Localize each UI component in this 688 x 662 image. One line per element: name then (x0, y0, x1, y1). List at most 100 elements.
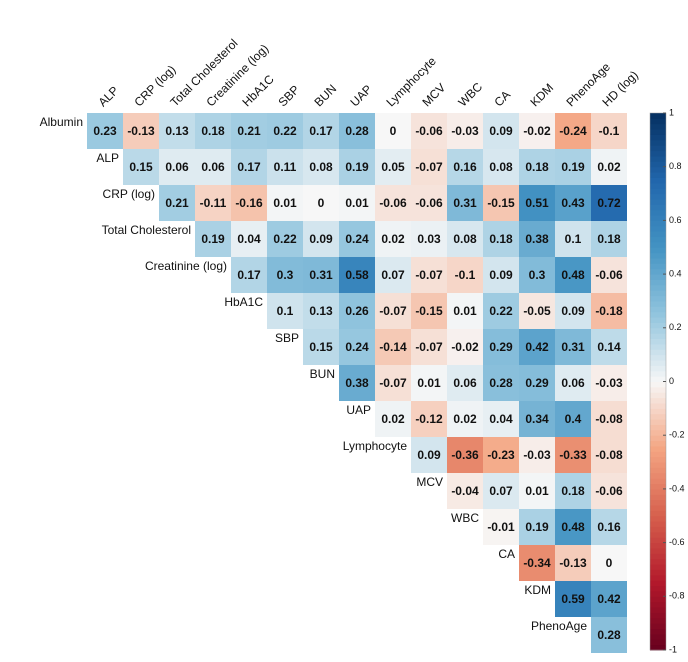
cell (483, 437, 519, 473)
cell-value: 0.01 (453, 304, 477, 318)
colorbar-segment (650, 279, 666, 286)
cell (555, 185, 591, 221)
cell-value: 0.17 (237, 160, 261, 174)
cell-value: 0.29 (525, 376, 549, 390)
cell (375, 401, 411, 437)
colorbar-tick-label: -1 (669, 644, 677, 654)
cell-value: 0.42 (597, 592, 621, 606)
cell (483, 365, 519, 401)
colorbar-segment (650, 113, 666, 119)
colorbar-segment (650, 118, 666, 125)
cell-value: 0.21 (237, 124, 261, 138)
cell-value: 0.24 (345, 232, 369, 246)
cell-value: 0.19 (345, 160, 369, 174)
colorbar-segment (650, 564, 666, 570)
colorbar-segment (650, 123, 666, 130)
colorbar-segment (650, 360, 666, 366)
colorbar-segment (650, 129, 666, 135)
colorbar-segment (650, 472, 666, 479)
cell-value: 0.43 (561, 196, 585, 210)
colorbar-segment (650, 644, 666, 651)
cell-value: -0.07 (379, 304, 407, 318)
cell (231, 149, 267, 185)
colorbar-segment (650, 365, 666, 372)
cell (123, 113, 159, 149)
cell (375, 185, 411, 221)
colorbar-segment (650, 343, 666, 350)
cell (519, 257, 555, 293)
cell (195, 113, 231, 149)
colorbar-segment (650, 225, 666, 232)
row-label: HbA1C (224, 295, 263, 309)
colorbar-segment (650, 370, 666, 377)
colorbar-segment (650, 236, 666, 243)
colorbar-segment (650, 569, 666, 576)
cell (375, 221, 411, 257)
cell (267, 113, 303, 149)
cell (411, 365, 447, 401)
cell (519, 113, 555, 149)
cell-value: -0.23 (487, 448, 515, 462)
colorbar-segment (650, 386, 666, 393)
cell-value: 0 (390, 124, 397, 138)
cell (591, 473, 627, 509)
colorbar-segment (650, 483, 666, 490)
colorbar-segment (650, 451, 666, 458)
cell (339, 149, 375, 185)
colorbar-tick-label: 0.4 (669, 268, 682, 278)
colorbar-segment (650, 542, 666, 549)
colorbar-tick-label: 0.8 (669, 161, 682, 171)
cell (591, 581, 627, 617)
cell-value: 0.22 (273, 124, 297, 138)
column-label: SBP (275, 82, 302, 109)
row-label: Lymphocyte (343, 439, 408, 453)
colorbar-segment (650, 381, 666, 388)
colorbar-tick-label: -0.8 (669, 591, 685, 601)
colorbar-segment (650, 247, 666, 254)
colorbar-segment (650, 155, 666, 162)
column-label: WBC (455, 79, 485, 109)
cell-value: 0.22 (273, 232, 297, 246)
cell (303, 185, 339, 221)
colorbar-segment (650, 274, 666, 280)
colorbar-segment (650, 633, 666, 640)
colorbar-segment (650, 257, 666, 264)
cell (483, 401, 519, 437)
colorbar-segment (650, 397, 666, 404)
cell (591, 617, 627, 653)
cell (411, 329, 447, 365)
colorbar-segment (650, 306, 666, 313)
colorbar-tick-label: 0 (669, 376, 674, 386)
colorbar-tick-label: 1 (669, 107, 674, 117)
cell-value: 0.58 (345, 268, 369, 282)
colorbar-segment (650, 537, 666, 544)
colorbar-segment (650, 435, 666, 442)
column-label: BUN (311, 82, 339, 110)
cell-value: 0.09 (561, 304, 585, 318)
cell (591, 329, 627, 365)
cell (483, 509, 519, 545)
cell-value: 0.24 (345, 340, 369, 354)
cell-value: 0.15 (309, 340, 333, 354)
cell-value: 0.18 (201, 124, 225, 138)
cell (375, 293, 411, 329)
cell-value: -0.06 (415, 196, 443, 210)
column-label: Creatinine (log) (203, 41, 271, 109)
cell-value: 0.01 (345, 196, 369, 210)
colorbar-segment (650, 440, 666, 447)
cell (447, 221, 483, 257)
cell-value: 0.1 (277, 304, 294, 318)
colorbar-segment (650, 547, 666, 554)
cell (519, 437, 555, 473)
cell-value: 0.16 (597, 520, 621, 534)
cell-value: 0.4 (565, 412, 582, 426)
colorbar-segment (650, 134, 666, 141)
row-label: UAP (346, 403, 371, 417)
cell-value: -0.1 (599, 124, 620, 138)
cell (555, 257, 591, 293)
cell (591, 509, 627, 545)
cell (303, 293, 339, 329)
colorbar-segment (650, 172, 666, 178)
cell-value: -0.12 (415, 412, 443, 426)
cell-value: 0.23 (93, 124, 117, 138)
